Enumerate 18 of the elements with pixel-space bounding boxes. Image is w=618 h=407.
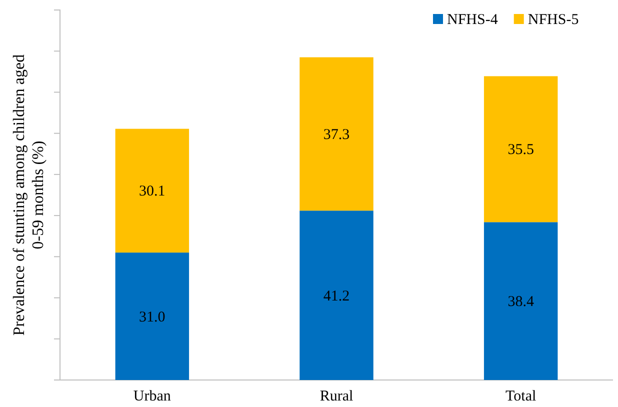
bar	[300, 57, 374, 211]
data-label: 30.1	[139, 184, 166, 200]
y-axis-title: Prevalence of stunting among children aged 0-59 months (%)	[11, 54, 47, 336]
bar	[115, 128, 190, 253]
bar	[300, 210, 374, 380]
bar	[115, 252, 190, 380]
legend-label: NFHS-5	[528, 12, 579, 28]
data-label: 38.4	[508, 294, 534, 310]
bar	[484, 222, 558, 380]
data-label: 37.3	[323, 126, 350, 143]
bar	[484, 76, 558, 222]
x-tick-label: Total	[506, 388, 536, 405]
data-label: 41.2	[323, 288, 350, 304]
legend-label: NFHS-4	[447, 12, 498, 28]
x-tick-label: Rural	[320, 388, 354, 405]
data-label: 31.0	[139, 309, 166, 326]
x-tick-label: Urban	[133, 388, 172, 405]
data-label: 35.5	[508, 142, 534, 158]
